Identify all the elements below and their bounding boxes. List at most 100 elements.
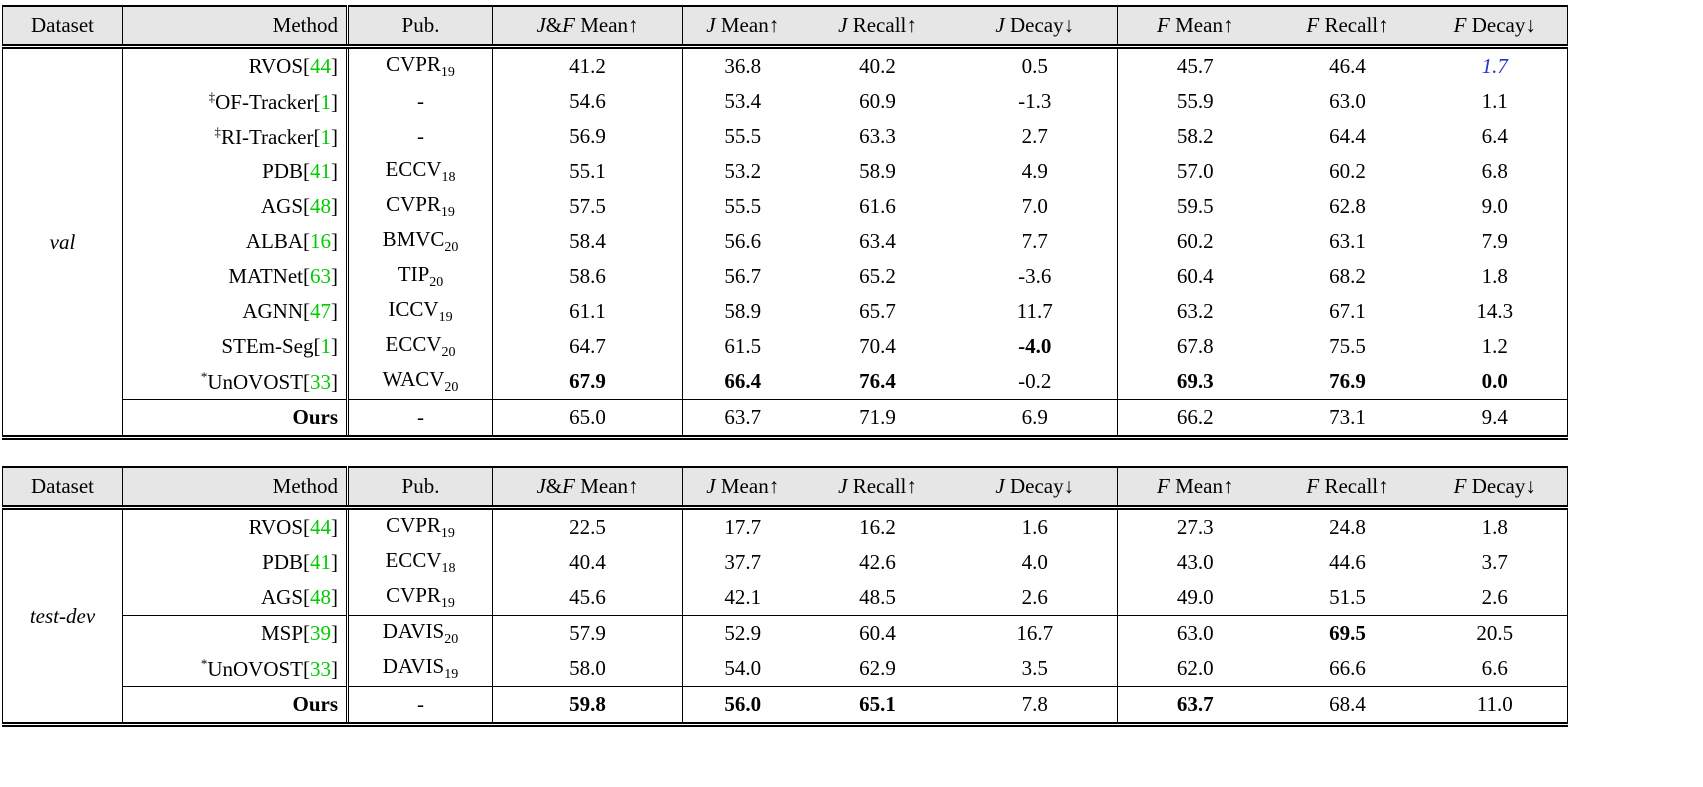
table-row: STEm-Seg[1] ECCV20 64.7 61.5 70.4 -4.0 67.8 75.… [3,329,1568,364]
cell-f-recall: 67.1 [1329,299,1366,323]
method-cell: MSP[39] [122,615,349,651]
metric-letter: F [1157,13,1170,37]
method-name: PDB [262,550,303,574]
cell-j-mean: 54.0 [724,656,762,680]
cell-j-decay: 3.5 [952,651,1118,687]
pub-year-sub: 20 [444,632,459,648]
pub-venue: ECCV [385,547,442,572]
cell-j-recall: 58.9 [859,159,896,183]
cell-j-mean: 52.9 [682,615,803,651]
table-row: *UnOVOST[33] DAVIS19 58.0 54.0 62.9 3.5 62.0 66… [3,651,1568,687]
cell-jf-mean: 55.1 [492,154,683,189]
cell-j-mean: 58.9 [724,299,762,323]
citation-link[interactable]: 47 [310,299,331,323]
col-header-j-recall: J Recall↑ [802,6,953,49]
pub-cell: - [347,686,493,725]
cell-f-recall: 68.4 [1272,686,1423,725]
cell-jf-mean: 58.0 [492,651,683,687]
metric-letter: F [562,13,575,37]
pub-cell: TIP20 [347,259,493,294]
cell-jf-mean: 57.9 [492,615,683,651]
method-name: Ours [292,692,338,716]
citation-link[interactable]: 1 [320,334,332,358]
metric-letter: J [706,13,716,37]
cell-f-decay: 7.9 [1481,229,1508,253]
method-name: RVOS [248,515,303,539]
cell-f-recall: 24.8 [1329,515,1366,539]
cell-f-recall: 51.5 [1329,585,1366,609]
col-header-method: Method [122,467,349,510]
method-cell: AGS[48] [122,580,349,616]
cell-j-mean: 53.4 [724,89,762,113]
cell-j-mean: 55.5 [724,194,762,218]
pub-cell: DAVIS19 [347,651,493,687]
cell-jf-mean: 61.1 [492,294,683,329]
pub-venue: - [417,692,424,716]
table-row: Ours - 59.8 56.0 65.1 7.8 63.7 68.4 11.0 [3,686,1568,725]
cell-f-decay: 1.2 [1481,334,1508,358]
method-name: PDB [262,159,303,183]
pub-venue: CVPR [386,51,441,76]
cell-f-mean: 60.2 [1176,229,1214,253]
metric-letter: F [1453,474,1467,498]
citation-link[interactable]: 44 [310,54,331,78]
method-cell: *UnOVOST[33] [122,651,349,687]
citation-link[interactable]: 1 [320,89,332,114]
citation-link[interactable]: 39 [310,621,331,645]
cell-j-recall: 70.4 [859,334,896,358]
pub-cell: ECCV20 [347,329,493,364]
pub-year-sub: 18 [441,170,456,186]
citation-link[interactable]: 33 [310,369,331,394]
cell-j-mean: 56.7 [724,264,762,288]
metric-letter: F [562,474,575,498]
citation-link[interactable]: 41 [310,550,331,574]
col-header-j-decay: J Decay↓ [952,467,1118,510]
col-header-jf-mean: J&F Mean↑ [492,467,683,510]
cell-j-decay: 16.7 [952,615,1118,651]
citation-link[interactable]: 41 [310,159,331,183]
pub-year-sub: 19 [440,205,455,221]
col-header-j-recall: J Recall↑ [802,467,953,510]
col-header-f-recall: F Recall↑ [1272,467,1423,510]
cell-jf-mean: 45.6 [492,580,683,616]
method-cell: AGNN[47] [122,294,349,329]
method-name: RI-Tracker [220,124,314,149]
dataset-label-test-dev: test-dev [2,507,123,725]
metric-letter: J [536,13,546,37]
citation-link[interactable]: 44 [310,515,331,539]
pub-cell: BMVC20 [347,224,493,259]
citation-link[interactable]: 63 [310,264,331,288]
citation-link[interactable]: 16 [310,229,331,253]
cell-f-decay: 0.0 [1481,369,1508,393]
col-header-f-decay: F Decay↓ [1422,6,1568,49]
col-header-dataset: Dataset [2,467,123,510]
pub-venue: DAVIS [382,618,445,643]
header-row: Dataset Method Pub. J&F Mean↑ J Mean↑ J Recal… [2,6,1568,49]
pub-year-sub: 20 [429,275,444,291]
table-row: test-dev RVOS[44] CVPR19 22.5 17.7 16.2 1.6 27.… [2,507,1568,725]
citation-link[interactable]: 48 [310,585,331,609]
method-name: AGNN [242,299,303,323]
cell-f-mean: 63.7 [1117,686,1273,725]
table-row: MATNet[63] TIP20 58.6 56.7 65.2 -3.6 60.4 68.2 1… [3,259,1568,294]
pub-venue: ECCV [385,156,442,181]
citation-link[interactable]: 1 [320,124,332,149]
cell-f-decay: 6.8 [1481,159,1508,183]
pub-year-sub: 19 [444,667,459,683]
col-header-pub: Pub. [347,467,493,510]
table-row: ‡RI-Tracker[1] - 56.9 55.5 63.3 2.7 58.2 64.4 6.… [3,119,1568,154]
cell-f-mean: 67.8 [1176,334,1214,358]
cell-f-recall: 73.1 [1272,399,1423,438]
method-name: AGS [260,585,303,609]
citation-link[interactable]: 33 [310,656,331,681]
cell-f-recall: 44.6 [1329,550,1366,574]
metric-letter: F [1157,474,1170,498]
cell-f-mean: 55.9 [1176,89,1214,113]
cell-j-recall: 62.9 [859,656,896,680]
citation-link[interactable]: 48 [310,194,331,218]
metric-letter: J [838,474,848,498]
header-row: Dataset Method Pub. J&F Mean↑ J Mean↑ J Recal… [2,467,1568,510]
table-row: AGS[48] CVPR19 57.5 55.5 61.6 7.0 59.5 62.8 9.0 [3,189,1568,224]
cell-jf-mean: 57.5 [492,189,683,224]
pub-year-sub: 20 [444,240,459,256]
